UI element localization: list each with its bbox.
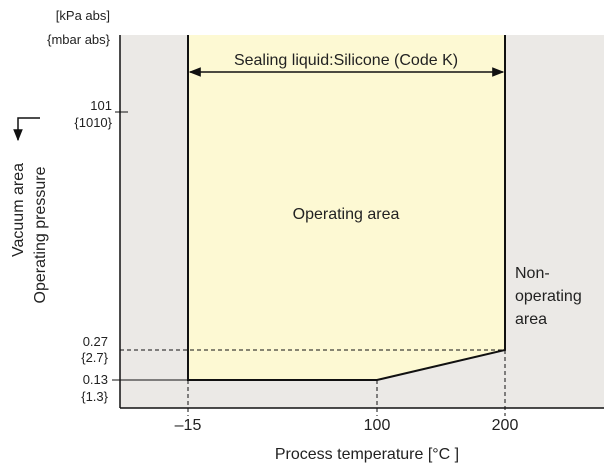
x-tick-label: 100 [364, 417, 391, 434]
y-tick-label: 0.27 [83, 334, 108, 349]
x-tick-label: 200 [492, 417, 519, 434]
y-axis-label: Operating pressure [32, 166, 49, 303]
non-operating-label: area [515, 311, 547, 328]
unit-label: {mbar abs} [47, 32, 111, 47]
operating-region [188, 35, 505, 380]
operating-label: Operating area [293, 206, 400, 223]
non-operating-label: Non- [515, 265, 550, 282]
unit-label: [kPa abs] [56, 8, 110, 23]
vacuum-arrow [13, 117, 40, 142]
y-tick-sub: {1.3} [81, 389, 108, 404]
y-tick-sub: {2.7} [81, 350, 108, 365]
x-axis-label: Process temperature [°C ] [275, 446, 459, 463]
non-operating-label: operating [515, 288, 582, 305]
sealing-label: Sealing liquid:Silicone (Code K) [234, 52, 458, 69]
vacuum-label: Vacuum area [10, 163, 27, 257]
y-tick-label: 101 [90, 98, 112, 113]
y-tick-sub: {1010} [74, 115, 112, 130]
y-tick-label: 0.13 [83, 372, 108, 387]
guides [120, 349, 506, 416]
x-tick-label: –15 [175, 417, 202, 434]
